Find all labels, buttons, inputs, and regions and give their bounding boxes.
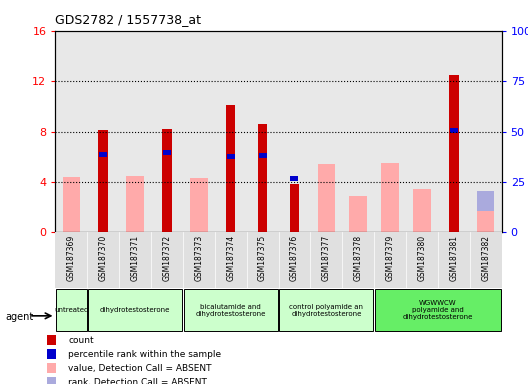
Bar [290,184,299,232]
Text: rank, Detection Call = ABSENT: rank, Detection Call = ABSENT [69,378,208,384]
Bar [163,151,171,156]
Text: percentile rank within the sample: percentile rank within the sample [69,350,222,359]
Text: GSM187374: GSM187374 [226,235,235,281]
Bar [151,232,183,288]
Bar [374,31,406,232]
Bar [374,232,406,288]
Bar [119,232,151,288]
Bar [47,363,55,373]
Text: GSM187378: GSM187378 [354,235,363,281]
Bar [227,154,235,159]
Bar [413,191,431,232]
Text: GSM187370: GSM187370 [99,235,108,281]
Bar [247,31,279,232]
Text: dihydrotestosterone: dihydrotestosterone [100,307,171,313]
Text: GSM187376: GSM187376 [290,235,299,281]
Bar [56,289,87,331]
Bar [215,232,247,288]
Bar [47,349,55,359]
Bar [190,178,208,232]
Text: GSM187371: GSM187371 [130,235,139,281]
Bar [55,232,87,288]
Bar [470,31,502,232]
Bar [215,31,247,232]
Bar [184,289,278,331]
Bar [381,163,399,232]
Bar [449,75,459,232]
Bar [279,232,310,288]
Text: GDS2782 / 1557738_at: GDS2782 / 1557738_at [55,13,202,26]
Bar [290,175,298,180]
Text: GSM187377: GSM187377 [322,235,331,281]
Bar [226,105,235,232]
Bar [119,31,151,232]
Bar [438,31,470,232]
Bar [342,232,374,288]
Bar [279,289,373,331]
Bar [47,377,55,384]
Bar [477,211,494,232]
Bar [162,129,172,232]
Text: GSM187380: GSM187380 [418,235,427,281]
Text: GSM187381: GSM187381 [449,235,458,281]
Bar [258,124,267,232]
Bar [406,232,438,288]
Bar [99,152,107,157]
Bar [279,31,310,232]
Bar [183,31,215,232]
Text: GSM187379: GSM187379 [385,235,394,281]
Bar [183,232,215,288]
Text: GSM187372: GSM187372 [163,235,172,281]
Bar [98,130,108,232]
Bar [470,232,502,288]
Text: control polyamide an
dihydrotestosterone: control polyamide an dihydrotestosterone [289,304,363,316]
Bar [63,177,80,232]
Text: WGWWCW
polyamide and
dihydrotestosterone: WGWWCW polyamide and dihydrotestosterone [403,300,473,320]
Bar [381,163,399,232]
Bar [317,164,335,232]
Bar [87,31,119,232]
Bar [55,31,87,232]
Bar [151,31,183,232]
Text: GSM187369: GSM187369 [67,235,76,281]
Text: GSM187382: GSM187382 [481,235,490,281]
Text: agent: agent [5,312,34,322]
Bar [247,232,279,288]
Bar [350,196,367,232]
Bar [47,335,55,345]
Text: GSM187373: GSM187373 [194,235,203,281]
Bar [413,189,431,232]
Text: GSM187375: GSM187375 [258,235,267,281]
Bar [87,232,119,288]
Bar [438,232,470,288]
Bar [310,31,342,232]
Text: count: count [69,336,94,345]
Bar [310,232,342,288]
Bar [88,289,182,331]
Bar [477,191,494,232]
Bar [450,128,458,133]
Text: untreated: untreated [54,307,89,313]
Bar [342,31,374,232]
Bar [375,289,501,331]
Bar [406,31,438,232]
Bar [126,175,144,232]
Text: value, Detection Call = ABSENT: value, Detection Call = ABSENT [69,364,212,373]
Text: bicalutamide and
dihydrotestosterone: bicalutamide and dihydrotestosterone [195,304,266,316]
Bar [259,153,267,158]
